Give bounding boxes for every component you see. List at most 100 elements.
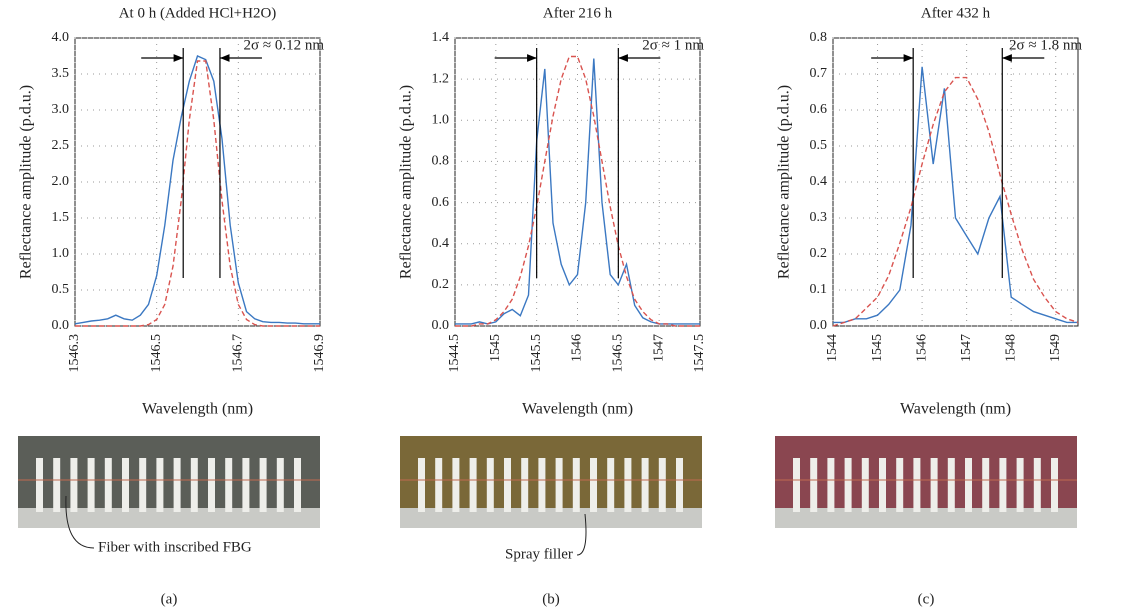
x-tick-label: 1549: [1048, 334, 1063, 362]
y-tick-label: 4.0: [52, 30, 70, 45]
photo-caption: Spray filler: [505, 546, 573, 562]
photo-tooth: [844, 458, 852, 512]
data-line: [833, 66, 1078, 324]
photo-tooth: [36, 458, 43, 512]
chart-title: After 216 h: [543, 5, 613, 21]
y-tick-label: 0.0: [810, 318, 828, 333]
callout: [576, 513, 587, 556]
y-tick-label: 0.3: [810, 210, 828, 225]
x-tick-label: 1546.9: [312, 334, 327, 373]
y-tick-label: 0.7: [810, 66, 828, 81]
photo-tooth: [208, 458, 215, 512]
photo-tooth: [965, 458, 972, 512]
x-tick-label: 1548: [1003, 334, 1018, 362]
panel-label: (c): [918, 591, 935, 607]
y-tick-label: 1.0: [52, 246, 70, 261]
panel-label: (b): [542, 591, 560, 607]
x-tick-label: 1546.3: [67, 334, 82, 373]
x-tick-label: 1546: [914, 334, 929, 362]
chart-title: After 432 h: [921, 5, 991, 21]
data-line: [75, 60, 320, 327]
photo-tooth: [572, 458, 580, 512]
x-tick-label: 1544.5: [447, 334, 462, 373]
photo-tooth: [913, 458, 921, 512]
x-axis-label: Wavelength (nm): [142, 401, 253, 418]
y-tick-label: 0.2: [432, 277, 450, 292]
photo-tooth: [87, 458, 95, 512]
x-tick-label: 1547.5: [692, 334, 707, 373]
y-tick-label: 0.8: [432, 154, 450, 169]
photo-tooth: [225, 458, 233, 512]
y-tick-label: 2.5: [52, 138, 70, 153]
photo-base: [775, 508, 1077, 528]
photo-base: [400, 508, 702, 528]
photo-tooth: [504, 458, 511, 512]
y-tick-label: 0.4: [810, 174, 828, 189]
photo-tooth: [521, 458, 529, 512]
photo-tooth: [1033, 458, 1041, 512]
x-tick-label: 1546.7: [231, 334, 246, 373]
panel-label: (a): [161, 591, 178, 607]
annotation: 2σ ≈ 1.8 nm: [1009, 37, 1082, 53]
x-tick-label: 1544: [825, 334, 840, 362]
photo-tooth: [879, 458, 886, 512]
photo-tooth: [53, 458, 61, 512]
photo-tooth: [590, 458, 597, 512]
y-tick-label: 0.0: [432, 318, 450, 333]
photo-tooth: [607, 458, 615, 512]
photo-tooth: [624, 458, 632, 512]
x-tick-label: 1545: [870, 334, 885, 362]
photo-tooth: [793, 458, 800, 512]
y-axis-label: Reflectance amplitude (p.d.u.): [776, 85, 793, 279]
photo-tooth: [947, 458, 955, 512]
callout: [65, 495, 95, 549]
photo-tooth: [538, 458, 546, 512]
photo-tooth: [810, 458, 818, 512]
y-tick-label: 0.2: [810, 246, 828, 261]
y-tick-label: 0.0: [52, 318, 70, 333]
photo-tooth: [930, 458, 938, 512]
x-axis-label: Wavelength (nm): [522, 401, 633, 418]
x-axis-label: Wavelength (nm): [900, 401, 1011, 418]
y-tick-label: 0.8: [810, 30, 828, 45]
data-line: [832, 76, 1079, 327]
annotation: 2σ ≈ 1 nm: [642, 37, 704, 53]
x-tick-label: 1546: [570, 334, 585, 362]
photo-tooth: [259, 458, 267, 512]
y-tick-label: 0.6: [810, 102, 828, 117]
photo-tooth: [418, 458, 425, 512]
photo-caption: Fiber with inscribed FBG: [98, 539, 252, 555]
photo-tooth: [999, 458, 1007, 512]
y-tick-label: 0.1: [810, 282, 828, 297]
photo-tooth: [139, 458, 147, 512]
photo-tooth: [190, 458, 198, 512]
photo-tooth: [827, 458, 835, 512]
x-tick-label: 1546.5: [149, 334, 164, 373]
y-tick-label: 1.5: [52, 210, 70, 225]
photo-tooth: [555, 458, 563, 512]
y-tick-label: 2.0: [52, 174, 70, 189]
y-tick-label: 0.6: [432, 195, 450, 210]
photo-tooth: [861, 458, 869, 512]
photo-tooth: [294, 458, 301, 512]
x-tick-label: 1547: [651, 334, 666, 362]
x-tick-label: 1546.5: [611, 334, 626, 373]
chart-title: At 0 h (Added HCl+H2O): [119, 5, 277, 21]
y-tick-label: 1.4: [432, 30, 450, 45]
photo-tooth: [486, 458, 494, 512]
y-tick-label: 3.0: [52, 102, 70, 117]
photo-tooth: [70, 458, 78, 512]
photo-base: [18, 508, 320, 528]
photo-tooth: [104, 458, 112, 512]
y-tick-label: 0.4: [432, 236, 450, 251]
photo-tooth: [896, 458, 904, 512]
y-axis-label: Reflectance amplitude (p.d.u.): [398, 85, 415, 279]
photo-tooth: [452, 458, 460, 512]
y-tick-label: 1.0: [432, 113, 450, 128]
photo-tooth: [1016, 458, 1024, 512]
x-tick-label: 1547: [959, 334, 974, 362]
photo-tooth: [276, 458, 284, 512]
x-tick-label: 1545: [488, 334, 503, 362]
data-line: [455, 55, 700, 327]
